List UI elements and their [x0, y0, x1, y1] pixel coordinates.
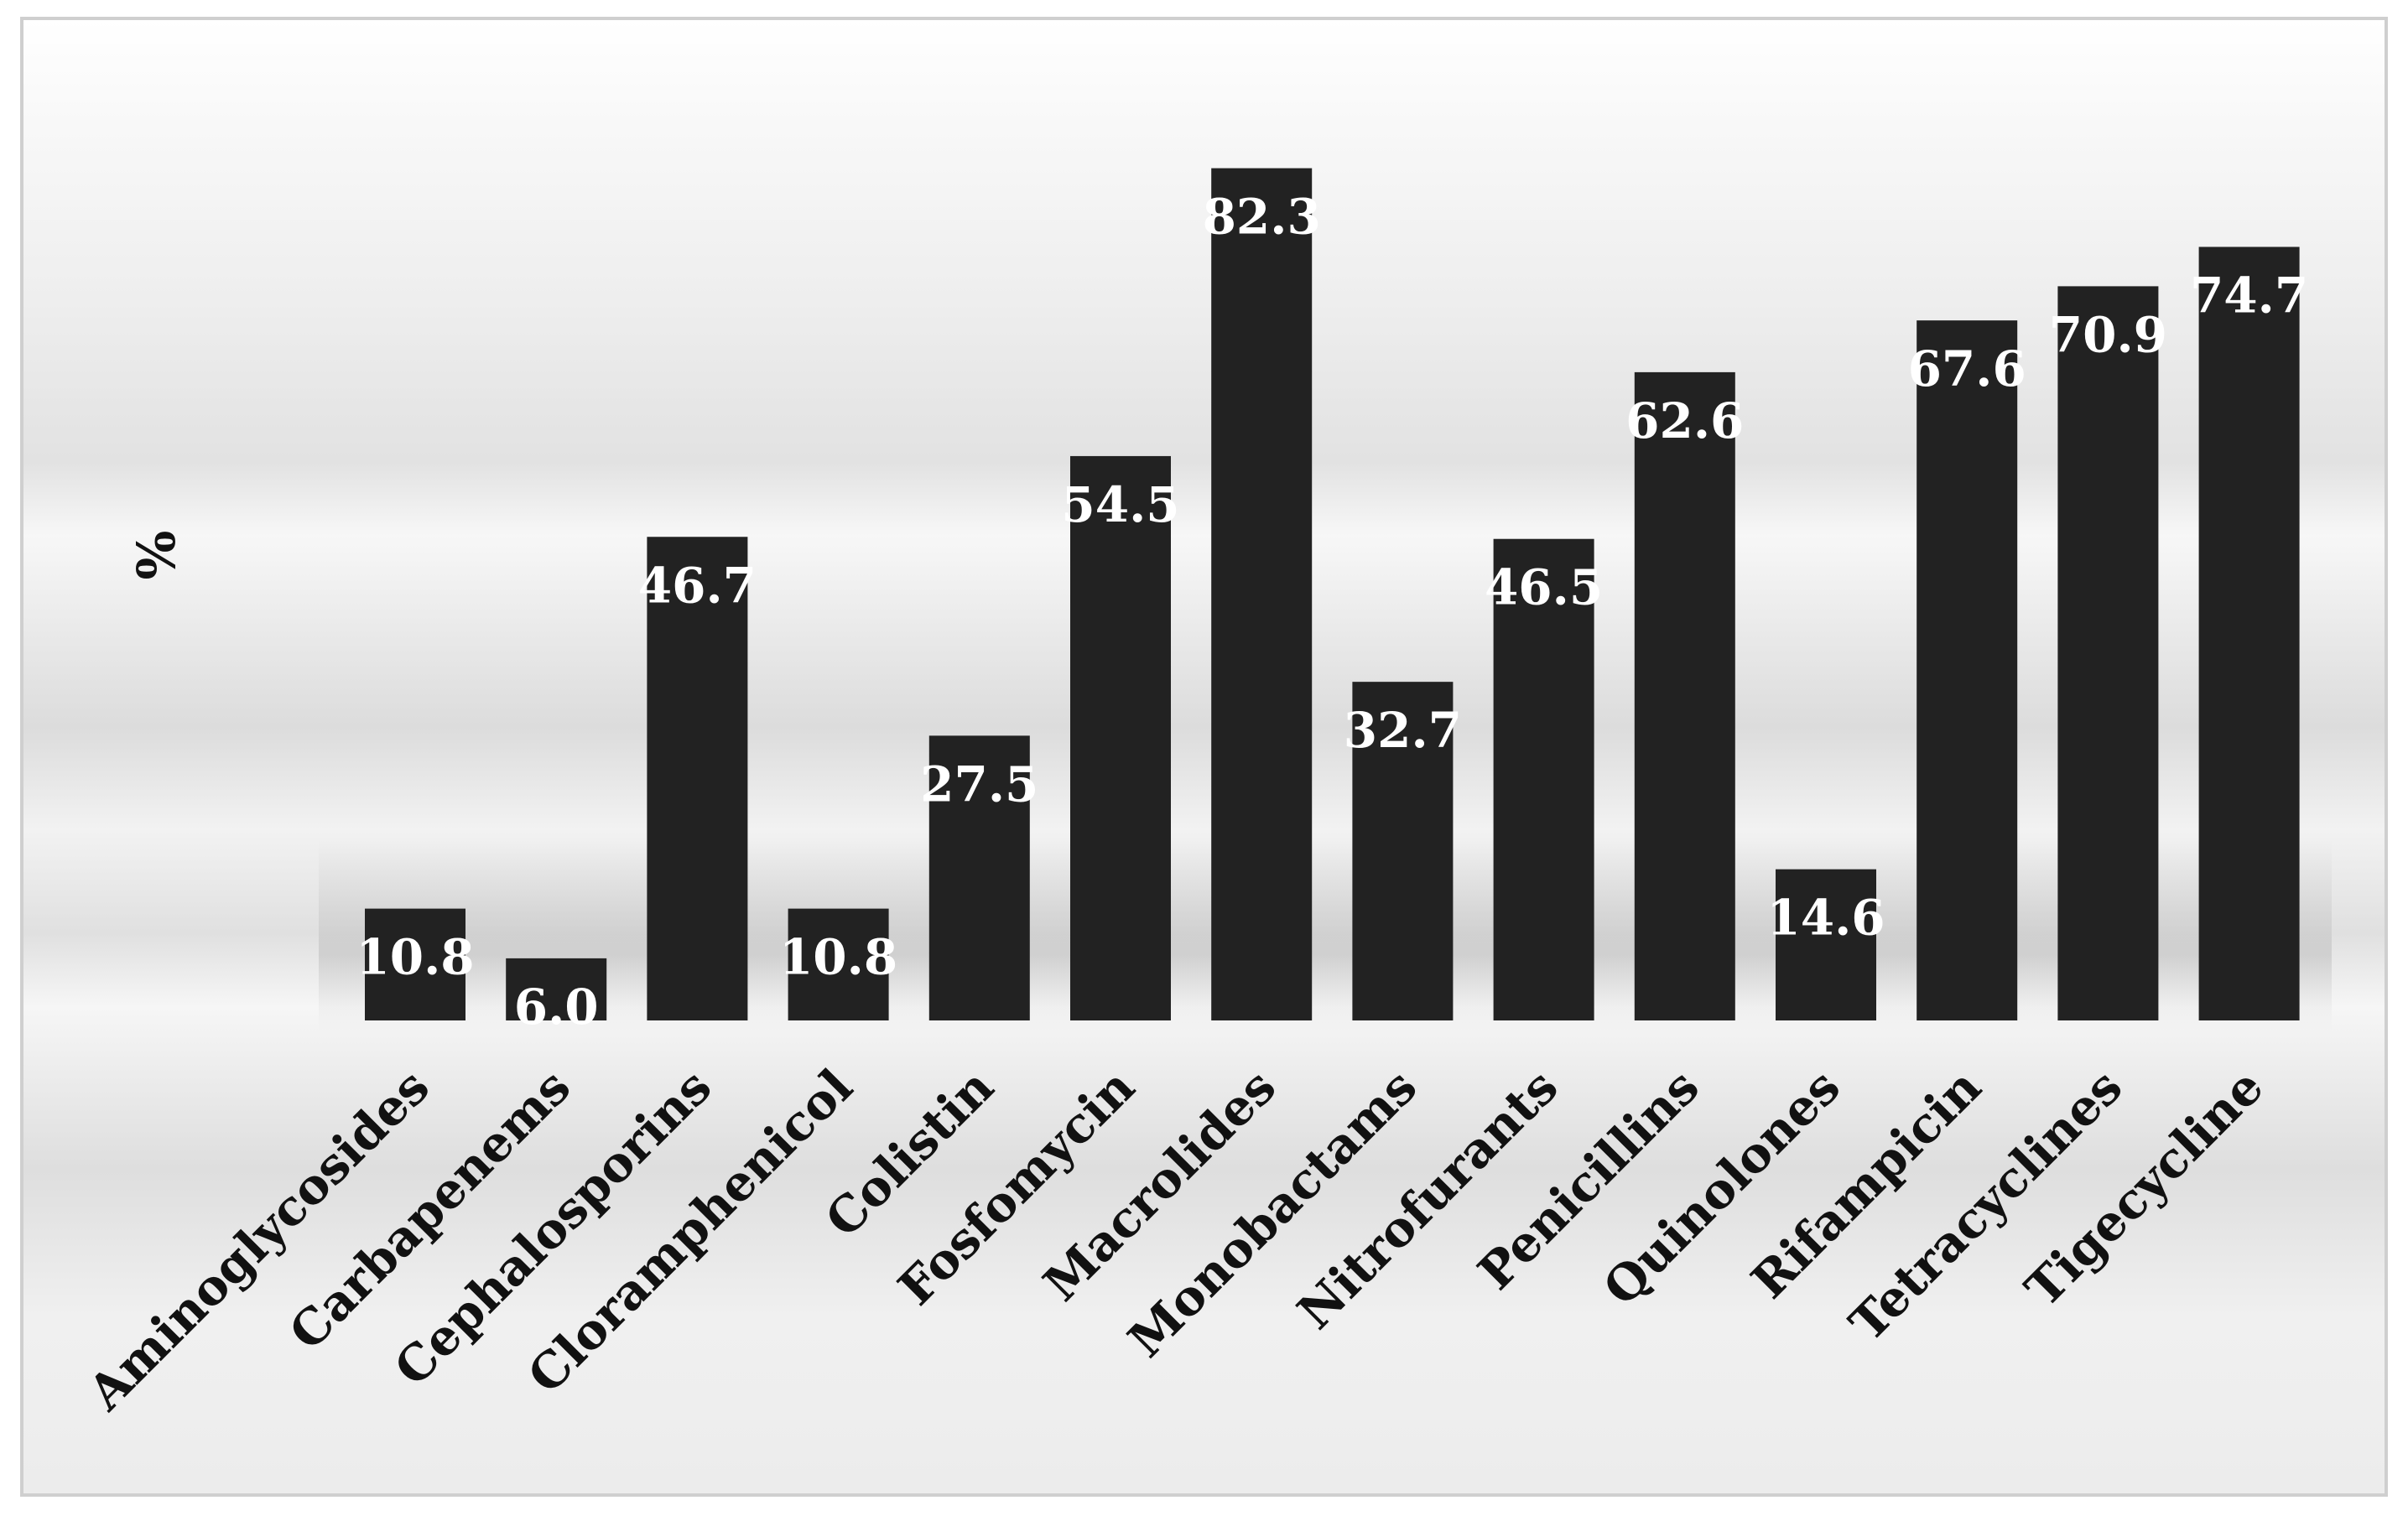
- bar-tigecycline: [2198, 247, 2300, 1021]
- bars-group: [365, 168, 2300, 1021]
- bar-monobactams: [1352, 682, 1454, 1020]
- bar-carbapenems: [506, 958, 607, 1020]
- value-label: 32.7: [1344, 702, 1462, 759]
- bar-aminoglycosides: [365, 908, 465, 1020]
- value-label: 70.9: [2049, 306, 2167, 363]
- value-labels-group: 10.8 6.0 46.7 10.8 27.5 54.5 82.3 32.7 46.5 62.6 1…: [356, 189, 2308, 1036]
- bar-quinolones: [1776, 869, 1876, 1020]
- bar-macrolides: [1211, 168, 1313, 1021]
- value-label: 62.6: [1625, 392, 1744, 449]
- value-label: 27.5: [920, 755, 1038, 813]
- x-tick-labels-group: AminoglycosidesCarbapenemsCephalosporins…: [76, 1058, 2274, 1422]
- value-label: 74.7: [2190, 267, 2308, 324]
- x-tick-label: Nitrofurants: [1287, 1058, 1569, 1341]
- bar-penicillins: [1634, 371, 1735, 1020]
- y-axis-label: %: [126, 531, 187, 580]
- bar-colistin: [928, 735, 1030, 1020]
- bar-tetracyclines: [2057, 286, 2159, 1020]
- value-label: 46.7: [638, 557, 757, 614]
- bar-fosfomycin: [1070, 455, 1171, 1020]
- value-label: 14.6: [1766, 890, 1885, 947]
- bar-cloramphenicol: [788, 908, 889, 1020]
- value-label: 10.8: [356, 929, 474, 986]
- value-label: 10.8: [779, 929, 897, 986]
- value-label: 6.0: [514, 979, 599, 1036]
- value-label: 82.3: [1203, 189, 1321, 246]
- bar-nitrofurants: [1493, 538, 1594, 1020]
- value-label: 54.5: [1061, 476, 1179, 533]
- floor-shadow: [319, 838, 2332, 1031]
- bar-rifampicin: [1917, 320, 2018, 1020]
- value-label: 67.6: [1908, 340, 2026, 397]
- bar-cephalosporins: [647, 537, 748, 1020]
- value-label: 46.5: [1485, 559, 1603, 616]
